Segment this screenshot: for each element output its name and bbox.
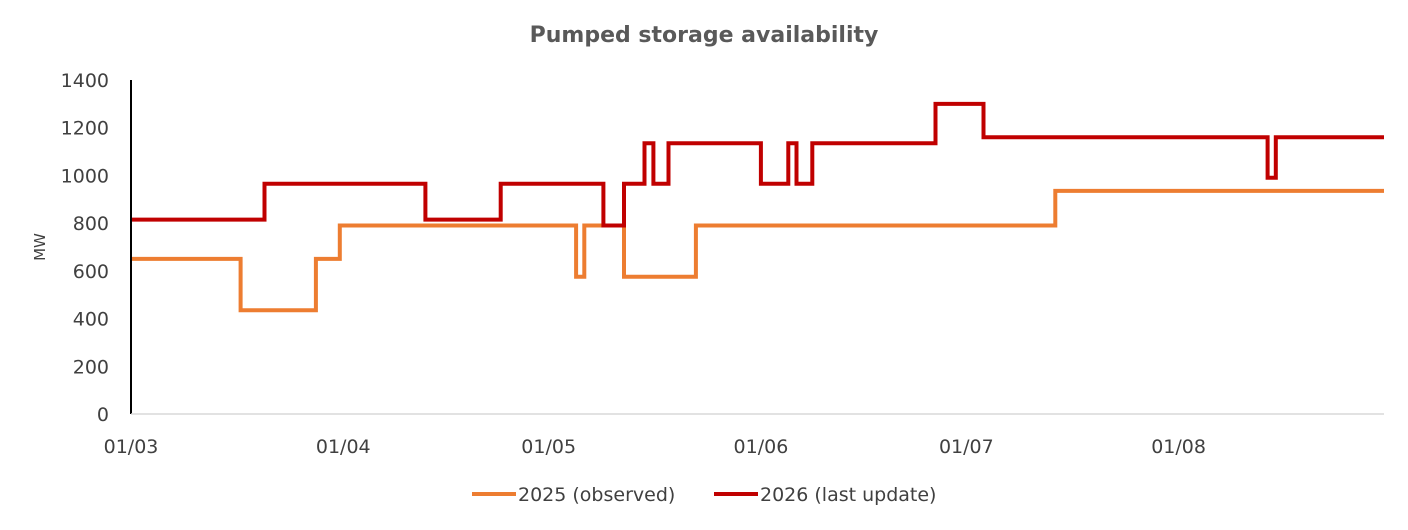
- chart-title: Pumped storage availability: [530, 23, 879, 48]
- x-tick-label: 01/06: [734, 436, 789, 458]
- y-tick-label: 200: [73, 356, 109, 378]
- legend-label: 2025 (observed): [518, 484, 675, 506]
- y-tick-label: 1200: [61, 118, 109, 140]
- y-tick-label: 1400: [61, 70, 109, 92]
- y-tick-labels: 0 200 400 600 800 1000 1200 1400: [61, 70, 109, 426]
- y-tick-label: 0: [97, 404, 109, 426]
- x-tick-label: 01/04: [316, 436, 371, 458]
- y-tick-label: 600: [73, 261, 109, 283]
- legend: 2025 (observed) 2026 (last update): [472, 484, 936, 506]
- legend-label: 2026 (last update): [760, 484, 936, 506]
- series-lines: [131, 101, 1384, 313]
- y-axis-label: MW: [31, 233, 49, 261]
- y-tick-label: 1000: [61, 165, 109, 187]
- legend-item-2: 2026 (last update): [714, 484, 936, 506]
- y-tick-label: 400: [73, 309, 109, 331]
- series-line-2: [131, 101, 1384, 228]
- x-tick-labels: 01/03 01/04 01/05 01/06 01/07 01/08: [104, 436, 1206, 458]
- x-tick-label: 01/05: [521, 436, 576, 458]
- x-tick-label: 01/03: [104, 436, 159, 458]
- series-line-1: [131, 188, 1384, 313]
- x-tick-label: 01/07: [939, 436, 994, 458]
- y-tick-label: 800: [73, 213, 109, 235]
- legend-item-1: 2025 (observed): [472, 484, 675, 506]
- x-tick-label: 01/08: [1151, 436, 1206, 458]
